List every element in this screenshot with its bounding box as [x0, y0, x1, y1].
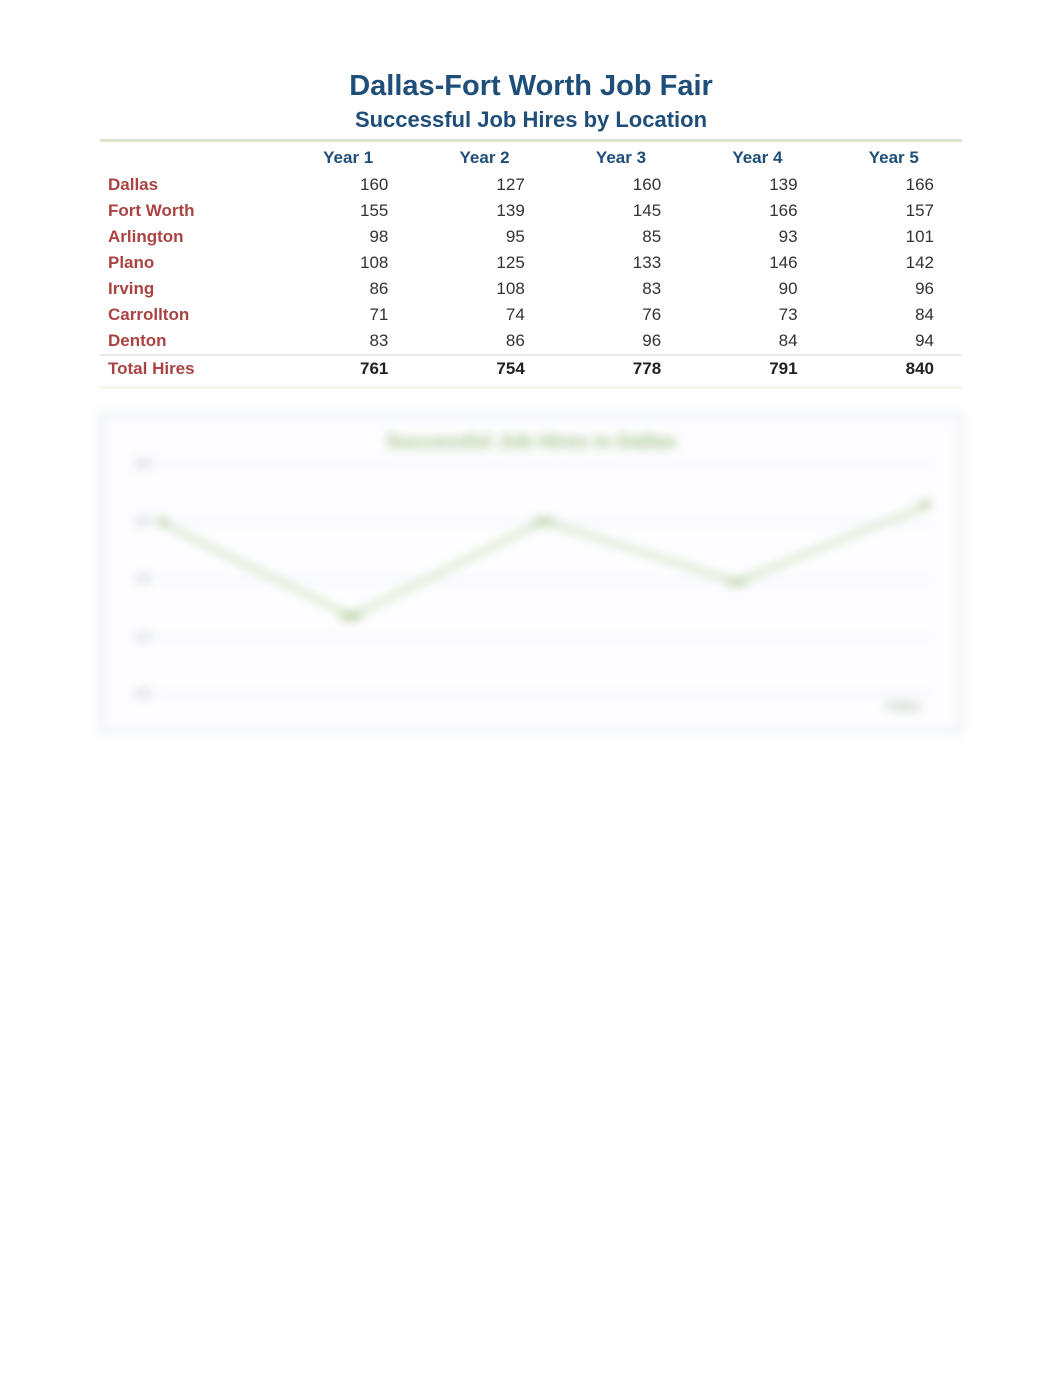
chart-ytick: 120	[122, 631, 152, 643]
page-title: Dallas-Fort Worth Job Fair	[100, 70, 962, 103]
cell-value: 83	[280, 328, 416, 355]
cell-value: 95	[416, 224, 552, 250]
chart-ytick: 140	[122, 573, 152, 585]
cell-value: 96	[826, 276, 962, 302]
cell-value: 84	[689, 328, 825, 355]
cell-value: 166	[826, 172, 962, 198]
table-header-row: Year 1 Year 2 Year 3 Year 4 Year 5	[100, 144, 962, 172]
title-divider	[100, 139, 962, 142]
cell-value: 73	[689, 302, 825, 328]
table-row: Denton8386968494	[100, 328, 962, 355]
cell-value: 142	[826, 250, 962, 276]
cell-value: 86	[416, 328, 552, 355]
row-label: Plano	[100, 250, 280, 276]
header-blank	[100, 144, 280, 172]
chart-container: Successful Job Hires in Dallas 100120140…	[100, 413, 962, 733]
col-header: Year 2	[416, 144, 552, 172]
cell-value: 84	[826, 302, 962, 328]
table-row: Carrollton7174767384	[100, 302, 962, 328]
cell-value: 71	[280, 302, 416, 328]
chart-gridline	[158, 464, 930, 465]
row-label: Dallas	[100, 172, 280, 198]
cell-value: 139	[689, 172, 825, 198]
table-row: Dallas160127160139166	[100, 172, 962, 198]
row-label: Irving	[100, 276, 280, 302]
cell-value: 98	[280, 224, 416, 250]
table-total-row: Total Hires761754778791840	[100, 355, 962, 382]
chart-title: Successful Job Hires in Dallas	[122, 431, 940, 454]
cell-value: 146	[689, 250, 825, 276]
table-row: Fort Worth155139145166157	[100, 198, 962, 224]
cell-value: 101	[826, 224, 962, 250]
col-header: Year 3	[553, 144, 689, 172]
cell-value: 108	[280, 250, 416, 276]
col-header: Year 1	[280, 144, 416, 172]
cell-value: 76	[553, 302, 689, 328]
row-label: Carrollton	[100, 302, 280, 328]
chart-marker	[340, 613, 362, 619]
cell-value: 155	[280, 198, 416, 224]
row-label: Fort Worth	[100, 198, 280, 224]
cell-value: 127	[416, 172, 552, 198]
total-value: 791	[689, 355, 825, 382]
chart-ytick: 160	[122, 516, 152, 528]
total-value: 778	[553, 355, 689, 382]
total-value: 754	[416, 355, 552, 382]
cell-value: 85	[553, 224, 689, 250]
cell-value: 108	[416, 276, 552, 302]
chart-ytick: 180	[122, 458, 152, 470]
cell-value: 133	[553, 250, 689, 276]
chart-gridline	[158, 637, 930, 638]
table-row: Irving86108839096	[100, 276, 962, 302]
total-value: 840	[826, 355, 962, 382]
cell-value: 94	[826, 328, 962, 355]
chart-legend: Dallas	[887, 699, 920, 713]
chart-plot-area: 100120140160180	[158, 464, 930, 694]
chart-gridline	[158, 579, 930, 580]
cell-value: 96	[553, 328, 689, 355]
cell-value: 83	[553, 276, 689, 302]
cell-value: 160	[280, 172, 416, 198]
chart-ytick: 100	[122, 688, 152, 700]
cell-value: 139	[416, 198, 552, 224]
total-value: 761	[280, 355, 416, 382]
page-subtitle: Successful Job Hires by Location	[100, 107, 962, 133]
table-row: Plano108125133146142	[100, 250, 962, 276]
col-header: Year 4	[689, 144, 825, 172]
chart-gridline	[158, 522, 930, 523]
cell-value: 166	[689, 198, 825, 224]
row-label: Arlington	[100, 224, 280, 250]
table-row: Arlington98958593101	[100, 224, 962, 250]
cell-value: 74	[416, 302, 552, 328]
row-label: Denton	[100, 328, 280, 355]
col-header: Year 5	[826, 144, 962, 172]
hires-table: Year 1 Year 2 Year 3 Year 4 Year 5 Dalla…	[100, 144, 962, 382]
cell-value: 160	[553, 172, 689, 198]
cell-value: 90	[689, 276, 825, 302]
table-bottom-divider	[100, 386, 962, 389]
cell-value: 145	[553, 198, 689, 224]
chart-gridline	[158, 694, 930, 695]
cell-value: 93	[689, 224, 825, 250]
cell-value: 157	[826, 198, 962, 224]
cell-value: 86	[280, 276, 416, 302]
cell-value: 125	[416, 250, 552, 276]
total-label: Total Hires	[100, 355, 280, 382]
